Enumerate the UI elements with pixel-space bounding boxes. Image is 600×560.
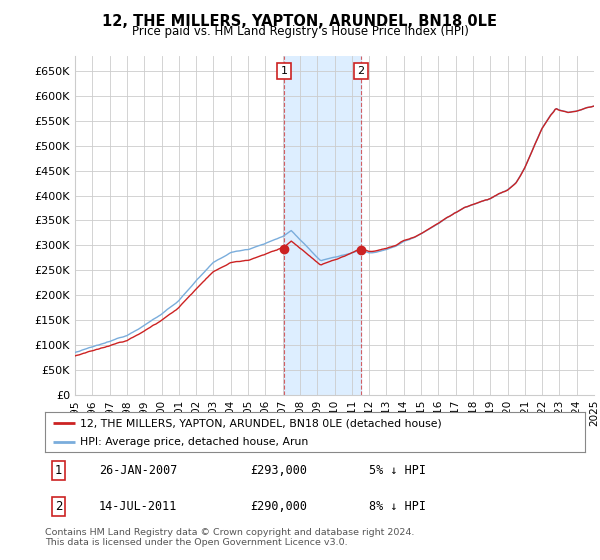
Text: Price paid vs. HM Land Registry's House Price Index (HPI): Price paid vs. HM Land Registry's House … (131, 25, 469, 38)
Text: Contains HM Land Registry data © Crown copyright and database right 2024.
This d: Contains HM Land Registry data © Crown c… (45, 528, 415, 547)
Text: 8% ↓ HPI: 8% ↓ HPI (369, 500, 426, 513)
Text: 1: 1 (280, 66, 287, 76)
Text: 5% ↓ HPI: 5% ↓ HPI (369, 464, 426, 477)
Text: 12, THE MILLERS, YAPTON, ARUNDEL, BN18 0LE (detached house): 12, THE MILLERS, YAPTON, ARUNDEL, BN18 0… (80, 418, 442, 428)
Text: 14-JUL-2011: 14-JUL-2011 (99, 500, 178, 513)
Text: 2: 2 (55, 500, 62, 513)
Bar (284, 56, 361, 395)
Text: 12, THE MILLERS, YAPTON, ARUNDEL, BN18 0LE: 12, THE MILLERS, YAPTON, ARUNDEL, BN18 0… (103, 14, 497, 29)
Text: 26-JAN-2007: 26-JAN-2007 (99, 464, 178, 477)
Text: £290,000: £290,000 (250, 500, 307, 513)
Text: 1: 1 (55, 464, 62, 477)
Text: £293,000: £293,000 (250, 464, 307, 477)
Text: 2: 2 (358, 66, 365, 76)
Text: HPI: Average price, detached house, Arun: HPI: Average price, detached house, Arun (80, 437, 308, 446)
